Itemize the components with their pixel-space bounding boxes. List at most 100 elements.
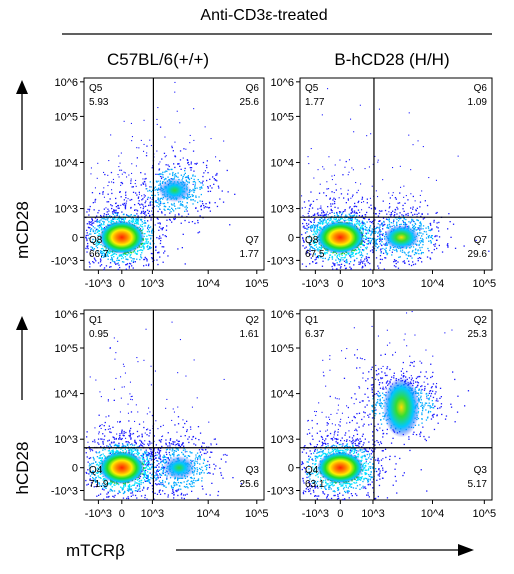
event-dot [155,201,157,203]
event-dot [434,243,437,245]
event-dot [123,171,125,173]
event-dot [333,174,335,176]
event-dot [311,230,313,232]
event-dot [124,485,127,487]
event-dot [103,486,105,488]
event-dot [417,249,419,251]
event-dot [107,258,109,260]
event-dot [339,211,342,213]
event-dot [143,426,145,429]
event-dot [98,227,100,229]
event-dot [361,253,363,255]
event-dot [128,262,131,265]
event-dot [96,495,98,497]
event-dot [354,218,356,220]
event-dot [97,475,99,477]
event-dot [102,191,104,193]
event-dot [336,262,338,264]
event-dot [158,466,160,468]
event-dot [192,194,194,197]
event-dot [143,247,145,249]
event-dot [368,206,370,209]
event-dot [411,224,414,226]
event-dot [159,173,161,176]
event-dot [159,222,161,224]
population-density [99,220,145,254]
event-dot [95,476,97,479]
quadrant-name: Q8 [89,235,103,246]
event-dot [377,159,379,161]
event-dot [154,189,157,191]
event-dot [100,248,103,250]
event-dot [378,212,381,215]
event-dot [399,165,401,167]
event-dot [362,244,364,247]
event-dot [415,229,417,231]
event-dot [361,243,364,246]
event-dot [366,198,368,200]
event-dot [127,441,129,443]
event-dot [136,482,138,484]
event-dot [159,183,161,186]
event-dot [377,235,379,238]
event-dot [128,486,130,488]
event-dot [154,454,157,457]
event-dot [323,214,325,217]
event-dot [321,217,323,219]
event-dot [98,476,100,479]
event-dot [143,233,145,235]
event-dot [103,255,105,258]
event-dot [144,211,147,213]
event-dot [161,173,163,175]
event-dot [200,205,202,208]
event-dot [386,227,388,229]
event-dot [165,443,167,446]
event-dot [363,249,365,252]
event-dot [130,221,133,223]
event-dot [361,214,363,217]
event-dot [91,449,93,451]
event-dot [306,251,308,253]
event-dot [148,435,150,437]
event-dot [92,456,94,459]
event-dot [96,467,99,469]
event-dot [339,218,342,220]
event-dot [137,478,139,481]
event-dot [131,172,133,174]
event-dot [375,190,377,192]
event-dot [347,199,349,201]
event-dot [302,215,304,217]
event-dot [156,470,158,473]
event-dot [112,449,114,451]
event-dot [88,223,90,225]
event-dot [313,219,315,221]
event-dot [94,441,96,443]
event-dot [436,222,438,224]
event-dot [149,479,151,481]
event-dot [151,477,153,480]
event-dot [156,460,158,462]
event-dot [147,242,149,245]
event-dot [315,232,317,235]
event-dot [311,249,314,252]
event-dot [98,469,101,471]
event-dot [139,480,141,482]
event-dot [449,221,451,223]
event-dot [202,180,204,182]
event-dot [385,243,387,245]
event-dot [161,460,163,463]
event-dot [135,222,137,224]
event-dot [133,219,135,221]
event-dot [157,222,159,224]
event-dot [155,457,157,459]
event-dot [144,213,146,215]
event-dot [389,197,391,199]
event-dot [158,206,160,208]
event-dot [146,258,148,261]
event-dot [359,254,361,256]
event-dot [183,174,185,176]
event-dot [95,464,98,466]
event-dot [141,199,143,201]
event-dot [149,443,151,445]
event-dot [387,218,389,221]
